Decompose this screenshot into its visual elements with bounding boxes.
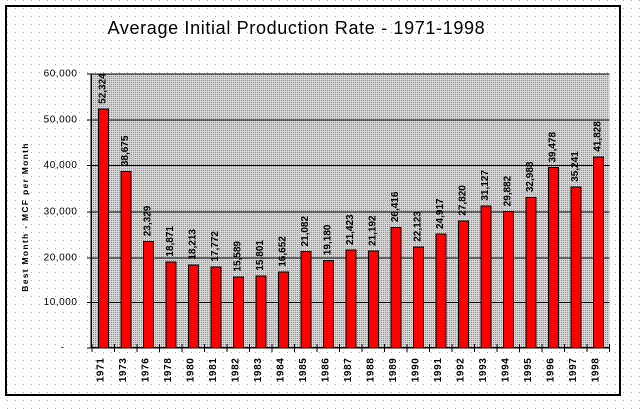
svg-text:22,123: 22,123 <box>412 211 423 242</box>
svg-text:18,871: 18,871 <box>165 226 176 257</box>
svg-text:Best Month - MCF per Month: Best Month - MCF per Month <box>20 142 30 291</box>
svg-text:24,917: 24,917 <box>435 198 446 229</box>
svg-text:17,772: 17,772 <box>210 231 221 262</box>
svg-text:41,828: 41,828 <box>592 121 603 152</box>
svg-text:21,192: 21,192 <box>367 215 378 246</box>
svg-text:32,988: 32,988 <box>525 161 536 192</box>
svg-text:39,478: 39,478 <box>547 131 558 162</box>
svg-text:1995: 1995 <box>523 358 534 383</box>
svg-text:20,000: 20,000 <box>44 252 78 263</box>
svg-text:1978: 1978 <box>163 358 174 383</box>
svg-text:52,324: 52,324 <box>97 73 108 104</box>
svg-text:35,241: 35,241 <box>570 151 581 182</box>
svg-text:15,589: 15,589 <box>232 241 243 272</box>
svg-text:38,675: 38,675 <box>120 135 131 166</box>
svg-text:31,127: 31,127 <box>480 170 491 201</box>
svg-text:1984: 1984 <box>275 358 286 383</box>
svg-text:21,082: 21,082 <box>300 216 311 247</box>
svg-text:60,000: 60,000 <box>44 69 78 80</box>
svg-text:19,180: 19,180 <box>322 224 333 255</box>
svg-text:1981: 1981 <box>208 358 219 383</box>
svg-text:1976: 1976 <box>140 358 151 383</box>
svg-text:21,423: 21,423 <box>345 214 356 245</box>
svg-text:1971: 1971 <box>95 358 106 383</box>
svg-text:27,820: 27,820 <box>457 185 468 216</box>
svg-text:1990: 1990 <box>410 358 421 383</box>
svg-text:1985: 1985 <box>298 358 309 383</box>
svg-text:15,801: 15,801 <box>255 240 266 271</box>
svg-text:1994: 1994 <box>500 358 511 383</box>
svg-text:1989: 1989 <box>388 358 399 383</box>
svg-text:18,213: 18,213 <box>187 229 198 260</box>
svg-text:1998: 1998 <box>590 358 601 383</box>
svg-text:16,652: 16,652 <box>277 236 288 267</box>
svg-text:23,329: 23,329 <box>142 205 153 236</box>
svg-text:50,000: 50,000 <box>44 115 78 126</box>
svg-text:1973: 1973 <box>118 358 129 383</box>
svg-text:1992: 1992 <box>455 358 466 383</box>
svg-text:1991: 1991 <box>433 358 444 383</box>
svg-text:Average Initial Production Rat: Average Initial Production Rate - 1971-1… <box>108 18 486 38</box>
svg-text:1986: 1986 <box>320 358 331 383</box>
svg-text:26,416: 26,416 <box>390 191 401 222</box>
svg-text:10,000: 10,000 <box>44 297 78 308</box>
svg-text:1983: 1983 <box>253 358 264 383</box>
svg-text:1980: 1980 <box>185 358 196 383</box>
svg-text:1988: 1988 <box>365 358 376 383</box>
svg-text:1996: 1996 <box>545 358 556 383</box>
svg-text:1993: 1993 <box>478 358 489 383</box>
svg-text:1987: 1987 <box>343 358 354 383</box>
svg-text:30,000: 30,000 <box>44 207 78 218</box>
svg-text:40,000: 40,000 <box>44 160 78 171</box>
svg-text:1982: 1982 <box>230 358 241 383</box>
svg-text:1997: 1997 <box>568 358 579 383</box>
svg-text:29,882: 29,882 <box>502 175 513 206</box>
svg-text:-: - <box>61 342 64 353</box>
